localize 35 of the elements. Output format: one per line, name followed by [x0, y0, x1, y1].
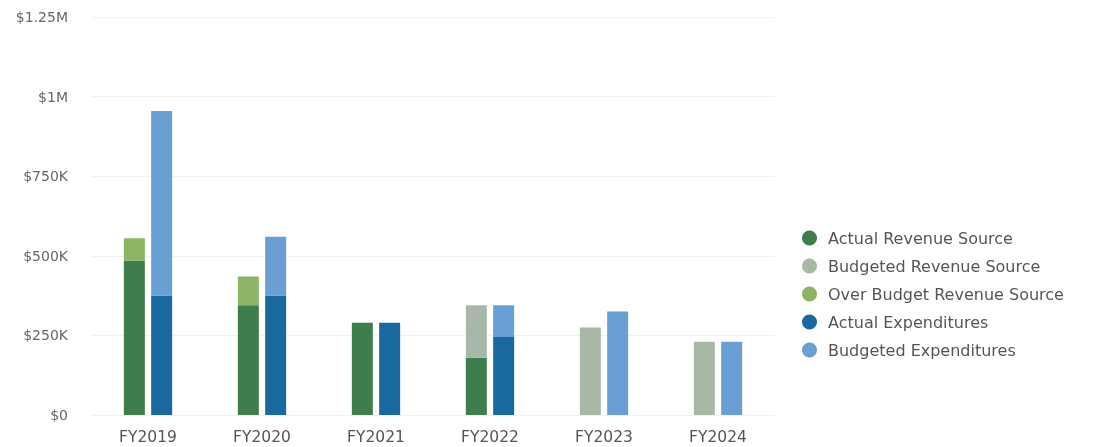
x-tick-label: FY2022 [461, 428, 519, 446]
bar [237, 305, 259, 415]
bar [151, 295, 173, 415]
y-tick-label: $250K [23, 327, 69, 344]
legend-label: Over Budget Revenue Source [828, 284, 1064, 304]
bar [465, 357, 487, 415]
legend-label: Budgeted Expenditures [828, 340, 1016, 360]
bar [493, 336, 515, 415]
x-tick-label: FY2020 [233, 428, 291, 446]
bar [721, 341, 743, 415]
y-tick-label: $750K [23, 168, 69, 185]
x-tick-label: FY2024 [689, 428, 747, 446]
bar [351, 322, 373, 415]
x-tick-label: FY2021 [347, 428, 405, 446]
bar [123, 260, 145, 415]
bar [465, 305, 487, 358]
y-tick-label: $1.25M [15, 9, 68, 25]
bar [123, 238, 145, 261]
bar [237, 276, 259, 306]
legend-label: Actual Revenue Source [828, 228, 1013, 248]
legend-label: Budgeted Revenue Source [828, 256, 1041, 276]
y-tick-label: $1M [38, 88, 68, 105]
bar [265, 236, 287, 296]
bar [493, 305, 515, 337]
x-tick-label: FY2023 [575, 428, 633, 446]
bar [693, 341, 715, 415]
bar [265, 295, 287, 415]
bar [607, 311, 629, 415]
bar [151, 110, 173, 296]
bar [579, 327, 601, 415]
y-tick-label: $500K [23, 247, 69, 264]
y-tick-label: $0 [50, 407, 68, 423]
x-tick-label: FY2019 [119, 428, 177, 446]
bar [379, 322, 401, 415]
legend-label: Actual Expenditures [828, 312, 989, 332]
